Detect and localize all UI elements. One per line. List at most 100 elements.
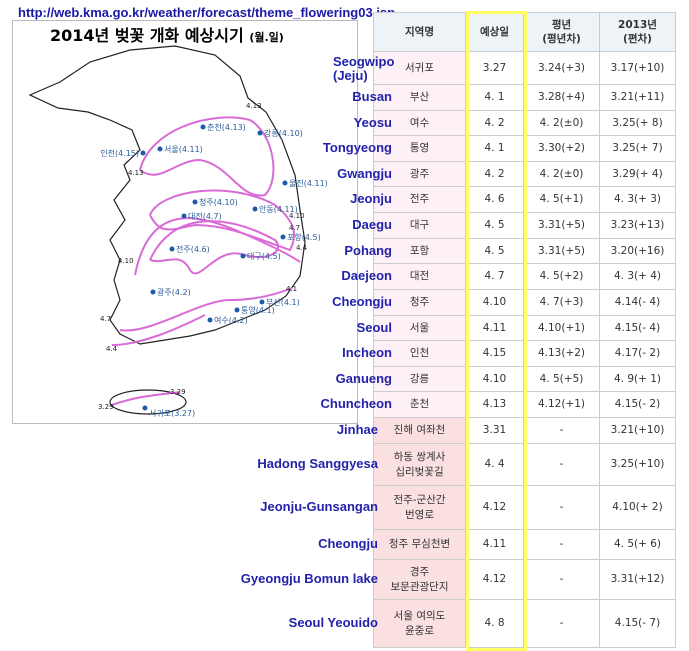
date-cell: 4. 2 — [466, 162, 524, 187]
english-name: Gyeongju Bomun lake — [240, 571, 378, 586]
isoline — [134, 217, 301, 276]
date-cell: 4.10 — [466, 367, 524, 392]
isolines — [111, 116, 301, 406]
city-label: 광주(4.2) — [157, 287, 191, 297]
isoline — [149, 189, 296, 252]
region-name: 서귀포 — [373, 52, 466, 85]
date-cell: 3.28(+4) — [524, 85, 600, 111]
date-cell: 4.13(+2) — [524, 341, 600, 367]
region-name: 광주 — [373, 162, 466, 187]
date-cell: 4.11 — [466, 316, 524, 341]
city-dot — [282, 180, 288, 186]
isoline-label: 4.1 — [286, 285, 297, 293]
isoline-label: 4.4 — [296, 244, 308, 252]
region-name: 부산 — [373, 85, 466, 111]
title-unit: (월.일) — [249, 31, 284, 44]
date-cell: 3.23(+13) — [600, 213, 676, 239]
date-cell: 4.12 — [466, 560, 524, 600]
date-cell: 4. 3(+ 4) — [600, 264, 676, 290]
date-cell: 4.12 — [466, 486, 524, 530]
date-cell: 3.31(+5) — [524, 213, 600, 239]
date-cell: 4.10(+ 2) — [600, 486, 676, 530]
english-name: Jeonju-Gunsangan — [260, 499, 378, 514]
region-name: 진해 여좌천 — [373, 418, 466, 444]
jeju-outline — [109, 389, 187, 415]
english-name: Daejeon — [341, 268, 392, 283]
date-cell: 4. 1 — [466, 136, 524, 162]
english-name: Hadong Sanggyesa — [257, 456, 378, 471]
date-cell: 3.17(+10) — [600, 52, 676, 85]
region-name: 하동 쌍계사 십리벚꽃길 — [373, 444, 466, 486]
date-cell: - — [524, 560, 600, 600]
header-cell: 지역명 — [373, 12, 466, 52]
url: http://web.kma.go.kr/weather/forecast/th… — [18, 5, 396, 20]
highlight-box — [466, 11, 527, 651]
city-dot — [181, 213, 187, 219]
city-label: 춘천(4.13) — [207, 122, 246, 132]
isoline-label: 3.29 — [170, 388, 186, 396]
title-text: 2014년 벚꽃 개화 예상시기 — [50, 26, 244, 45]
date-cell: 4.13 — [466, 392, 524, 418]
region-name: 여수 — [373, 111, 466, 136]
date-cell: 4. 9(+ 1) — [600, 367, 676, 392]
city-label: 부산(4.1) — [266, 297, 300, 307]
date-cell: 4. 1 — [466, 85, 524, 111]
date-cell: 4.17(- 2) — [600, 341, 676, 367]
city-label: 대전(4.7) — [188, 211, 222, 221]
date-cell: - — [524, 486, 600, 530]
date-cell: 3.20(+16) — [600, 239, 676, 264]
city-label: 대구(4.5) — [247, 252, 281, 261]
city-label: 안동(4.11) — [259, 204, 298, 214]
date-cell: 3.25(+ 8) — [600, 111, 676, 136]
city-label: 전주(4.6) — [176, 244, 210, 254]
date-cell: 3.30(+2) — [524, 136, 600, 162]
header-cell: 평년 (평년차) — [524, 12, 600, 52]
city-dot — [150, 289, 156, 295]
header-cell: 예상일 — [466, 12, 524, 52]
region-name: 전주 — [373, 187, 466, 213]
english-name: Gwangju — [337, 165, 392, 181]
isoline-label: 4.7 — [100, 315, 111, 323]
isoline — [111, 314, 206, 346]
region-name: 대전 — [373, 264, 466, 290]
date-cell: 4. 5(+ 6) — [600, 530, 676, 560]
isoline-label: 4.10 — [289, 212, 305, 220]
isoline — [111, 391, 181, 406]
city-dot — [140, 150, 146, 156]
english-name: Daegu — [352, 217, 392, 232]
date-cell: 4. 3(+ 3) — [600, 187, 676, 213]
region-name: 경주 보문관광단지 — [373, 560, 466, 600]
date-cell: 4.12(+1) — [524, 392, 600, 418]
date-cell: 4.10(+1) — [524, 316, 600, 341]
date-cell: 4. 5(+1) — [524, 187, 600, 213]
region-name: 인천 — [373, 341, 466, 367]
english-name: Seogwipo (Jeju) — [333, 53, 395, 83]
city-dot — [207, 317, 213, 323]
date-cell: 3.27 — [466, 52, 524, 85]
date-cell: 4.15(- 2) — [600, 392, 676, 418]
date-cell: 3.25(+10) — [600, 444, 676, 486]
isoline-label: 4.10 — [118, 257, 134, 265]
date-cell: 4. 4 — [466, 444, 524, 486]
english-name: Ganueng — [335, 370, 392, 386]
isoline — [119, 287, 293, 332]
region-name: 서울 — [373, 316, 466, 341]
date-cell: 3.21(+10) — [600, 418, 676, 444]
city-dot — [240, 253, 246, 259]
date-cell: 4. 6 — [466, 187, 524, 213]
isoline — [139, 116, 275, 197]
isoline-label: 4.13 — [246, 102, 262, 110]
region-name: 전주-군산간 번영로 — [373, 486, 466, 530]
english-name: Incheon — [342, 345, 392, 360]
date-cell: 3.31(+5) — [524, 239, 600, 264]
date-cell: 4.15 — [466, 341, 524, 367]
date-cell: 3.31 — [466, 418, 524, 444]
city-label: 여수(4.2) — [214, 315, 248, 325]
date-cell: 4. 7 — [466, 264, 524, 290]
english-name: Cheongju — [318, 536, 378, 551]
map-title: 2014년 벚꽃 개화 예상시기 (월.일) — [50, 22, 284, 46]
city-dot — [157, 146, 163, 152]
city-dot — [142, 405, 148, 411]
city-dot — [280, 234, 286, 240]
